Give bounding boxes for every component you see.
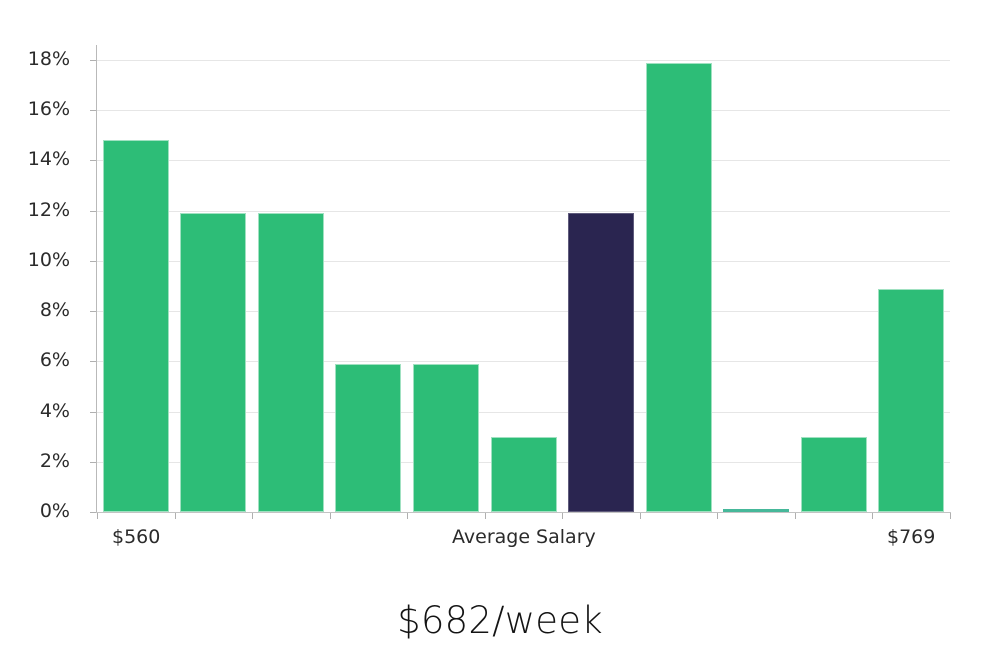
y-axis-tick-mark — [90, 160, 96, 161]
x-axis-label-min: $560 — [112, 526, 161, 548]
x-axis-title: Average Salary — [452, 526, 596, 548]
y-axis-tick-mark — [90, 412, 96, 413]
y-axis-tick-label: 12% — [27, 199, 70, 221]
bar[interactable] — [723, 509, 789, 512]
x-axis-tick-mark — [175, 513, 176, 519]
y-axis-tick-label: 16% — [27, 98, 70, 120]
bar[interactable] — [646, 63, 712, 512]
bar[interactable] — [878, 289, 944, 512]
y-axis-tick-labels: 0% 2% 4% 6% 8% 10% 12% 14% 16% 18% — [0, 0, 84, 660]
gridline — [97, 110, 950, 111]
bar[interactable] — [335, 364, 401, 512]
x-axis-tick-mark — [795, 513, 796, 519]
bar[interactable] — [568, 213, 634, 512]
figure-caption: $682/week — [397, 599, 603, 642]
x-axis-spine — [96, 512, 951, 513]
y-axis-tick-label: 2% — [39, 450, 70, 472]
y-axis-tick-label: 0% — [39, 500, 70, 522]
x-axis-tick-mark — [950, 513, 951, 519]
bar[interactable] — [801, 437, 867, 512]
x-axis-tick-mark — [407, 513, 408, 519]
x-axis-tick-mark — [562, 513, 563, 519]
y-axis-tick-mark — [90, 110, 96, 111]
bar[interactable] — [103, 140, 169, 512]
x-axis-tick-mark — [872, 513, 873, 519]
x-axis-tick-mark — [485, 513, 486, 519]
gridline — [97, 361, 950, 362]
y-axis-tick-label: 6% — [39, 349, 70, 371]
y-axis-tick-mark — [90, 211, 96, 212]
y-axis-tick-mark — [90, 462, 96, 463]
gridline — [97, 412, 950, 413]
bar[interactable] — [413, 364, 479, 512]
plot-area — [97, 45, 950, 512]
x-axis-tick-mark — [97, 513, 98, 519]
y-axis-tick-label: 10% — [27, 249, 70, 271]
y-axis-tick-mark — [90, 361, 96, 362]
y-axis-tick-mark — [90, 512, 96, 513]
x-axis-tick-mark — [640, 513, 641, 519]
bar[interactable] — [491, 437, 557, 512]
bar[interactable] — [180, 213, 246, 512]
gridline — [97, 160, 950, 161]
y-axis-tick-label: 4% — [39, 400, 70, 422]
y-axis-tick-label: 14% — [27, 148, 70, 170]
y-axis-tick-mark — [90, 60, 96, 61]
gridline — [97, 311, 950, 312]
x-axis-tick-mark — [330, 513, 331, 519]
x-axis-tick-mark — [252, 513, 253, 519]
bar[interactable] — [258, 213, 324, 512]
gridline — [97, 60, 950, 61]
y-axis-tick-mark — [90, 261, 96, 262]
x-axis-tick-mark — [717, 513, 718, 519]
y-axis-spine — [96, 45, 97, 513]
y-axis-tick-label: 18% — [27, 48, 70, 70]
gridline — [97, 211, 950, 212]
gridline — [97, 261, 950, 262]
x-axis-label-max: $769 — [887, 526, 936, 548]
y-axis-tick-mark — [90, 311, 96, 312]
y-axis-tick-label: 8% — [39, 299, 70, 321]
